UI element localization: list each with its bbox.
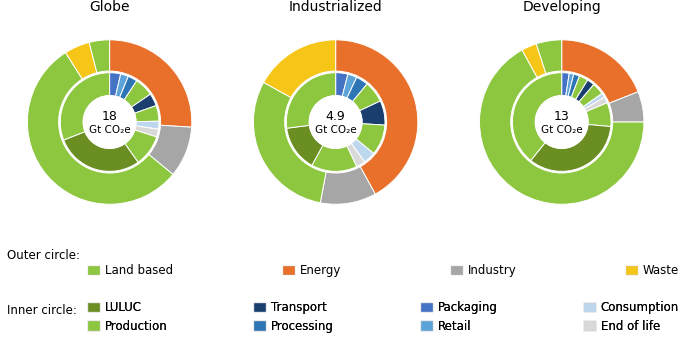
Text: Gt CO₂e: Gt CO₂e (315, 125, 356, 135)
Wedge shape (562, 73, 569, 96)
Wedge shape (286, 73, 336, 128)
Wedge shape (64, 132, 138, 171)
Wedge shape (287, 125, 323, 165)
Circle shape (536, 96, 588, 148)
Wedge shape (136, 121, 159, 129)
Text: Outer circle:: Outer circle: (7, 249, 80, 262)
Text: 18: 18 (101, 110, 118, 123)
Wedge shape (360, 101, 385, 125)
Wedge shape (568, 74, 580, 98)
Text: Gt CO₂e: Gt CO₂e (541, 125, 582, 135)
Wedge shape (264, 40, 336, 98)
Wedge shape (27, 53, 173, 204)
Wedge shape (571, 76, 588, 100)
Wedge shape (531, 124, 611, 171)
Title: Industrialized: Industrialized (289, 0, 382, 14)
Wedge shape (479, 50, 644, 204)
Wedge shape (135, 126, 158, 137)
Wedge shape (347, 77, 367, 102)
Circle shape (310, 96, 362, 148)
Wedge shape (356, 124, 385, 154)
Text: 4.9: 4.9 (326, 110, 345, 123)
Text: Inner circle:: Inner circle: (7, 304, 77, 317)
Wedge shape (124, 81, 150, 107)
Wedge shape (134, 105, 159, 122)
Title: Globe: Globe (89, 0, 130, 14)
Wedge shape (110, 40, 192, 127)
Wedge shape (351, 139, 373, 162)
Wedge shape (66, 42, 97, 79)
Wedge shape (120, 76, 137, 100)
Wedge shape (125, 130, 157, 162)
Wedge shape (149, 125, 192, 175)
Wedge shape (579, 85, 602, 107)
Text: Gt CO₂e: Gt CO₂e (89, 125, 130, 135)
Wedge shape (342, 74, 357, 98)
Wedge shape (336, 73, 348, 97)
Wedge shape (132, 94, 156, 113)
Wedge shape (110, 73, 121, 96)
Wedge shape (584, 97, 607, 112)
Wedge shape (321, 167, 375, 204)
Wedge shape (89, 40, 110, 73)
Wedge shape (522, 44, 546, 77)
Wedge shape (609, 92, 644, 122)
Wedge shape (536, 40, 562, 74)
Wedge shape (566, 73, 574, 97)
Wedge shape (60, 73, 110, 140)
Wedge shape (312, 145, 357, 171)
Circle shape (84, 96, 136, 148)
Wedge shape (347, 143, 364, 167)
Text: 13: 13 (554, 110, 569, 123)
Wedge shape (352, 84, 380, 111)
Wedge shape (336, 40, 418, 194)
Title: Developing: Developing (523, 0, 601, 14)
Wedge shape (253, 82, 326, 203)
Wedge shape (583, 94, 604, 109)
Wedge shape (586, 103, 611, 126)
Legend: LULUC, Production, Transport, Processing, Packaging, Retail, Consumption, End of: LULUC, Production, Transport, Processing… (88, 301, 679, 333)
Wedge shape (562, 40, 638, 103)
Wedge shape (512, 73, 562, 160)
Wedge shape (116, 74, 128, 98)
Wedge shape (575, 80, 594, 102)
